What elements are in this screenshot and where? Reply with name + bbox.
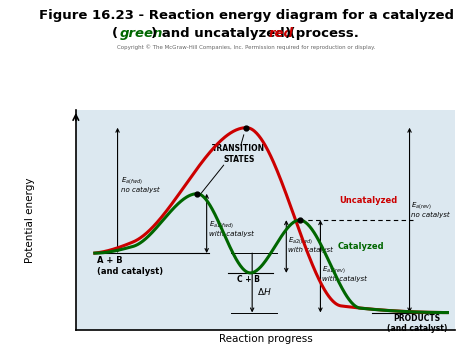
Text: Potential energy: Potential energy <box>25 178 36 263</box>
Text: Figure 16.23 - Reaction energy diagram for a catalyzed: Figure 16.23 - Reaction energy diagram f… <box>39 9 454 22</box>
Text: $E_{a2(fwd)}$
with catalyst: $E_{a2(fwd)}$ with catalyst <box>288 235 333 253</box>
Text: (: ( <box>111 27 118 40</box>
Text: ) process.: ) process. <box>285 27 359 40</box>
Text: TRANSITION
STATES: TRANSITION STATES <box>212 144 265 164</box>
Text: $E_{a(fwd)}$
no catalyst: $E_{a(fwd)}$ no catalyst <box>121 175 160 193</box>
Text: Catalyzed: Catalyzed <box>337 242 384 251</box>
Text: $E_{a(rev)}$
no catalyst: $E_{a(rev)}$ no catalyst <box>411 200 450 218</box>
Text: Uncatalyzed: Uncatalyzed <box>339 196 398 205</box>
Text: green: green <box>119 27 163 40</box>
Text: $E_{a1(fwd)}$
with catalyst: $E_{a1(fwd)}$ with catalyst <box>209 219 254 237</box>
Text: C + B: C + B <box>237 275 260 284</box>
Text: $E_{a1(rev)}$
with catalyst: $E_{a1(rev)}$ with catalyst <box>322 264 367 282</box>
Text: $\Delta H$: $\Delta H$ <box>257 286 272 297</box>
Text: red: red <box>269 27 294 40</box>
Text: A + B
(and catalyst): A + B (and catalyst) <box>97 256 163 276</box>
Text: PRODUCTS
(and catalyst): PRODUCTS (and catalyst) <box>387 314 447 333</box>
Text: ) and uncatalyzed (: ) and uncatalyzed ( <box>151 27 295 40</box>
X-axis label: Reaction progress: Reaction progress <box>219 334 312 344</box>
Text: Copyright © The McGraw-Hill Companies, Inc. Permission required for reproduction: Copyright © The McGraw-Hill Companies, I… <box>117 44 376 50</box>
